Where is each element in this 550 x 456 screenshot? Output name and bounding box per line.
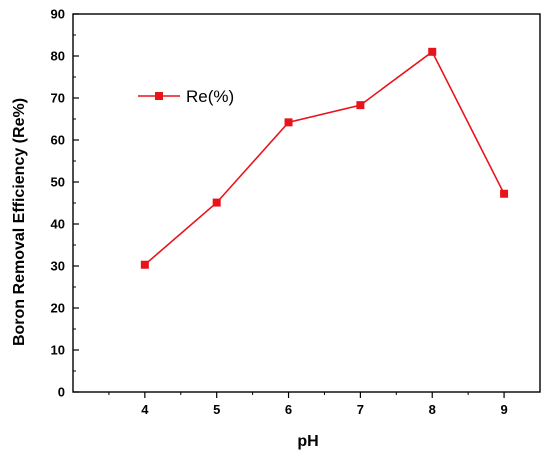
y-tick-label: 90 bbox=[51, 7, 65, 22]
x-tick-label: 6 bbox=[285, 402, 292, 417]
x-tick-label: 4 bbox=[141, 402, 149, 417]
y-axis: 0 10 20 30 40 50 60 70 80 90 bbox=[51, 7, 79, 400]
x-tick-label: 8 bbox=[429, 402, 436, 417]
data-point bbox=[212, 198, 221, 207]
y-tick-label: 50 bbox=[51, 175, 65, 190]
legend: Re(%) bbox=[138, 87, 234, 106]
y-tick-label: 80 bbox=[51, 49, 65, 64]
legend-label: Re(%) bbox=[186, 87, 234, 106]
y-tick-label: 30 bbox=[51, 259, 65, 274]
y-tick-label: 60 bbox=[51, 133, 65, 148]
x-tick-label: 9 bbox=[500, 402, 507, 417]
y-tick-label: 40 bbox=[51, 217, 65, 232]
x-axis: 4 5 6 7 8 9 bbox=[108, 392, 508, 417]
legend-marker bbox=[155, 92, 163, 100]
series-layer bbox=[140, 47, 509, 269]
data-point bbox=[284, 118, 293, 127]
data-point bbox=[140, 260, 149, 269]
data-point bbox=[428, 47, 437, 56]
plot-frame bbox=[72, 13, 541, 393]
data-point bbox=[356, 101, 365, 110]
x-tick-label: 5 bbox=[213, 402, 220, 417]
y-axis-title: Boron Removal Efficiency (Re%) bbox=[11, 98, 28, 346]
x-axis-title: pH bbox=[297, 433, 318, 450]
plot-border bbox=[72, 13, 541, 393]
x-tick-label: 7 bbox=[357, 402, 364, 417]
y-tick-label: 20 bbox=[51, 301, 65, 316]
y-tick-label: 70 bbox=[51, 91, 65, 106]
y-tick-label: 0 bbox=[58, 385, 65, 400]
series-line bbox=[144, 50, 505, 266]
y-tick-label: 10 bbox=[51, 343, 65, 358]
data-point bbox=[500, 189, 509, 198]
